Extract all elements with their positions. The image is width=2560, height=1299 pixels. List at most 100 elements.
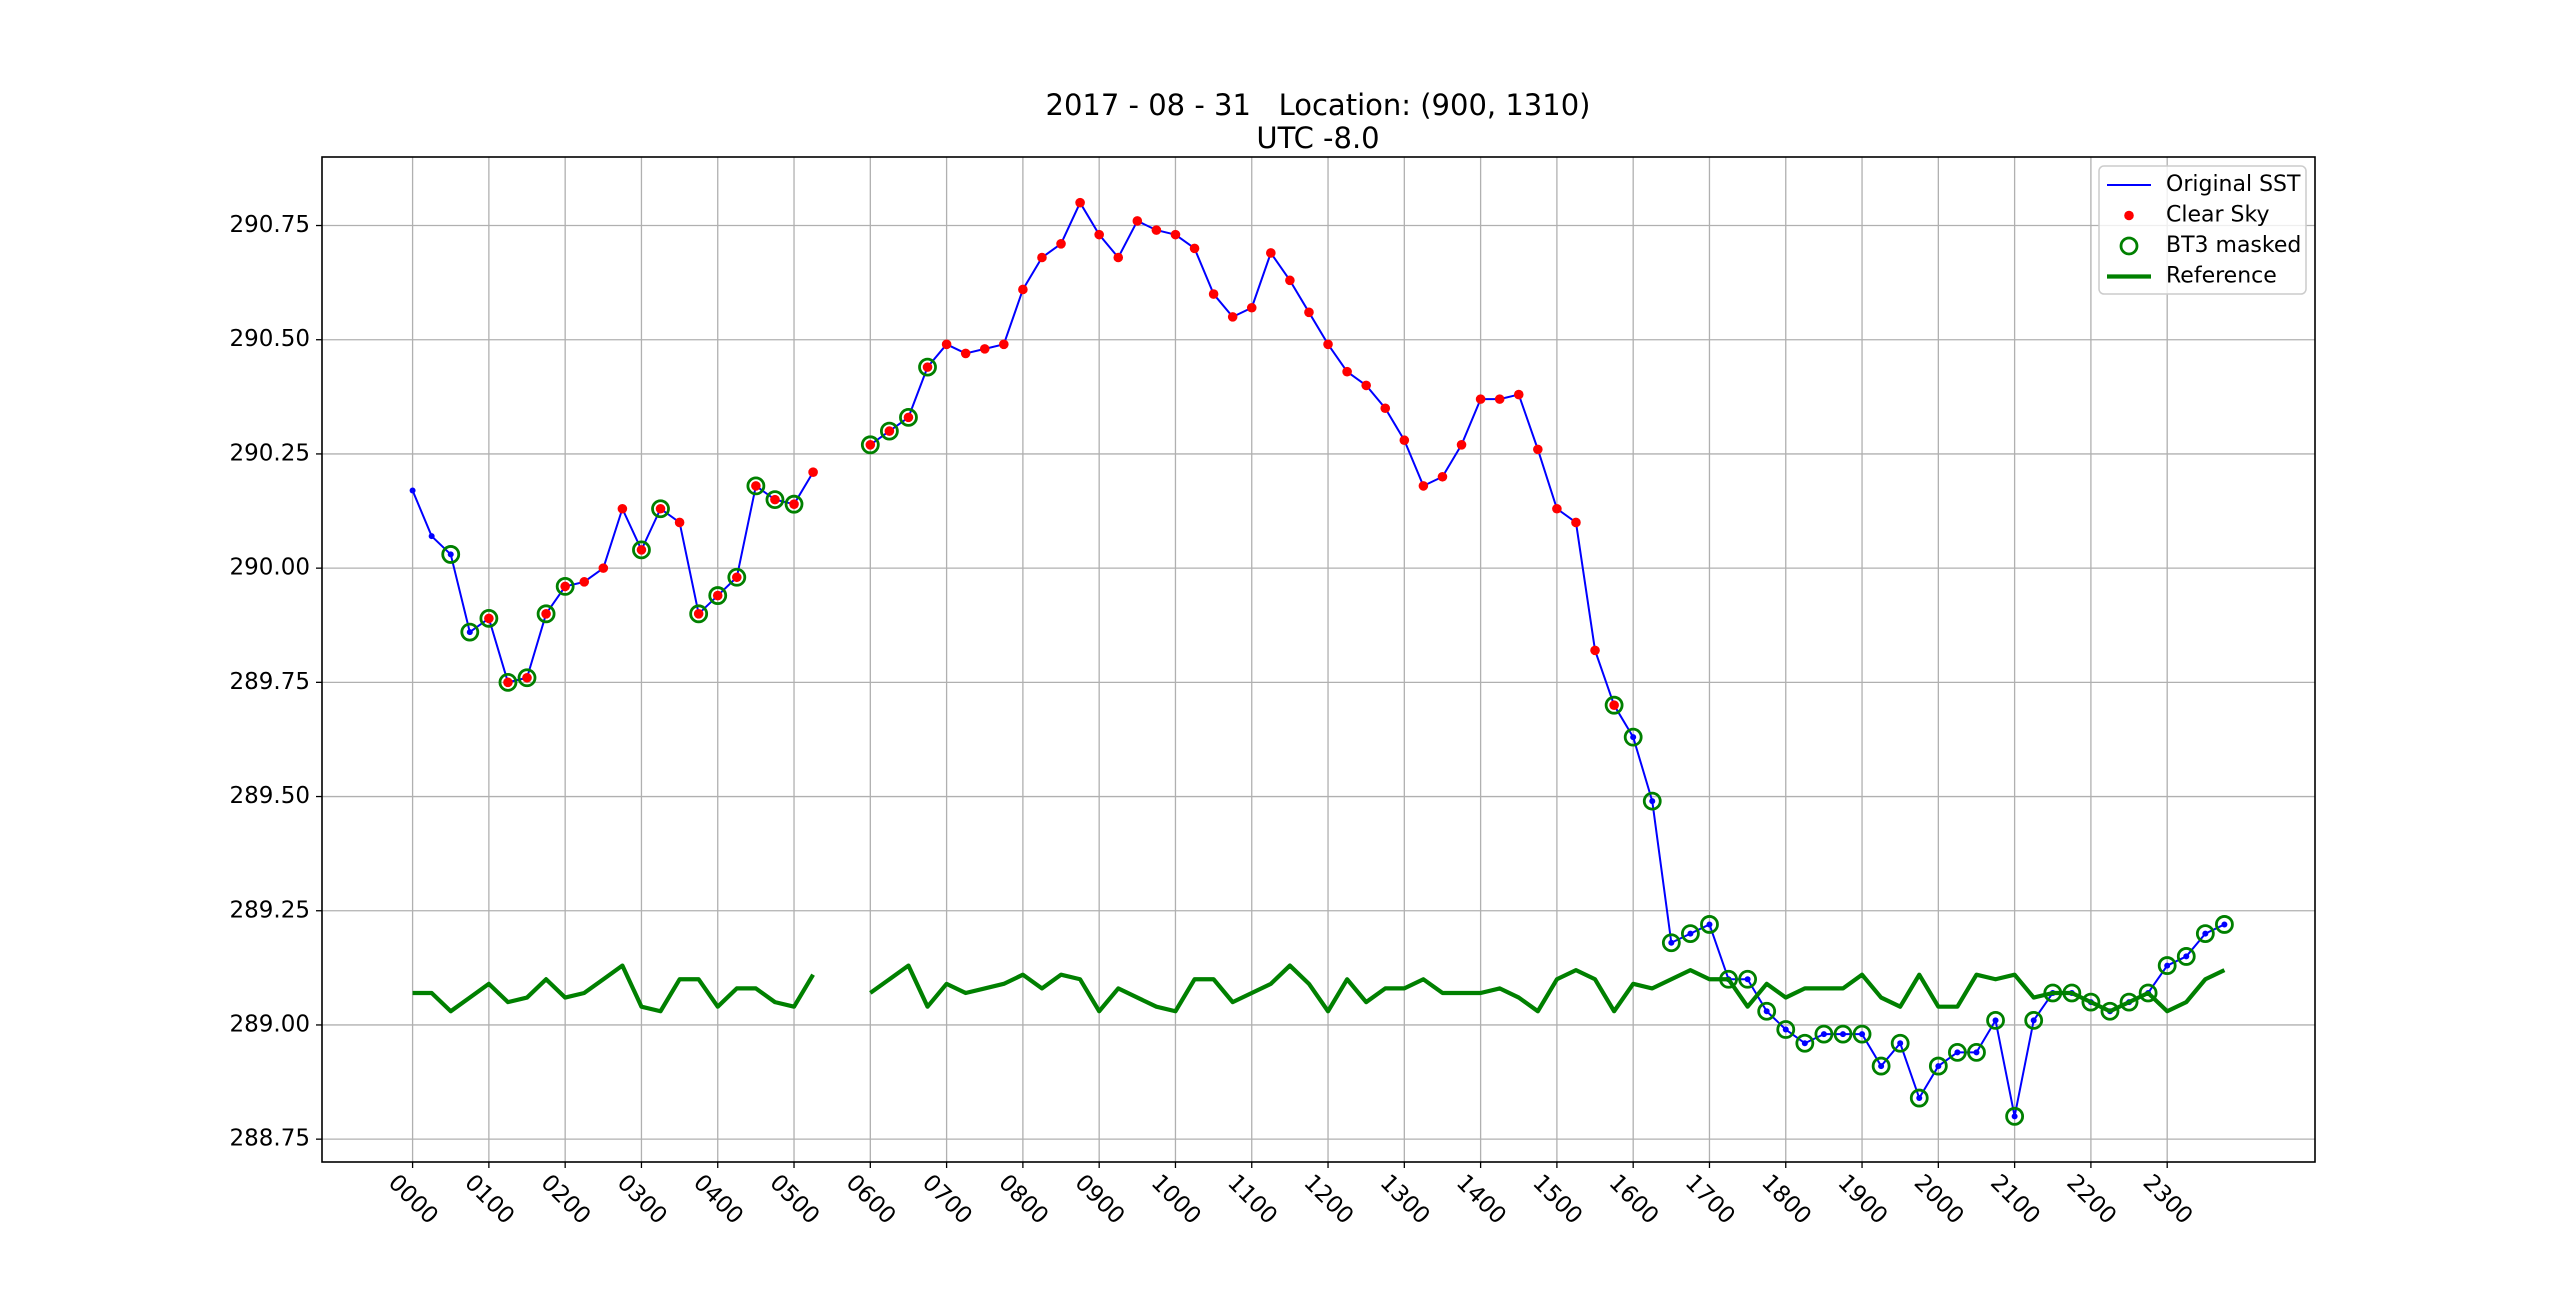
ring-marker xyxy=(689,604,709,624)
dot-marker xyxy=(1513,389,1524,400)
ring-marker xyxy=(2195,924,2215,943)
dot-marker xyxy=(1590,645,1600,656)
dot-marker xyxy=(1094,229,1104,240)
chart-subtitle: UTC -8.0 xyxy=(1256,121,1379,155)
ring-marker xyxy=(708,586,728,605)
ring-marker xyxy=(2157,956,2177,975)
dot-marker xyxy=(1037,252,1047,263)
line-vertex xyxy=(447,551,454,558)
dot-marker xyxy=(770,494,780,505)
x-tick-label: 0600 xyxy=(841,1170,901,1230)
x-tick-label: 1300 xyxy=(1375,1170,1435,1230)
line-vertex xyxy=(2183,953,2190,960)
ring-marker xyxy=(1642,791,1662,811)
x-tick-label: 1900 xyxy=(1833,1170,1893,1230)
legend-label: BT3 masked xyxy=(2166,233,2301,258)
line-vertex xyxy=(1954,1049,1961,1056)
dot-marker xyxy=(1208,289,1219,299)
ring-marker xyxy=(2119,236,2139,256)
ring-marker xyxy=(1604,695,1624,715)
dot-marker xyxy=(1418,481,1429,491)
dot-marker xyxy=(751,481,761,491)
dot-marker xyxy=(1456,439,1467,450)
chart-title: 2017 - 08 - 31 Location: (900, 1310) xyxy=(1046,88,1591,122)
legend-label: Original SST xyxy=(2166,172,2301,197)
dot-marker xyxy=(941,339,952,350)
dot-marker xyxy=(1494,394,1505,404)
x-tick-label: 0300 xyxy=(612,1170,672,1230)
line-vertex xyxy=(1839,1031,1846,1038)
ring-marker xyxy=(1871,1056,1891,1076)
x-tick-label: 1600 xyxy=(1604,1170,1664,1230)
dot-marker xyxy=(522,672,532,683)
ring-marker xyxy=(1680,924,1700,943)
ring-marker xyxy=(1948,1042,1967,1062)
dot-marker xyxy=(541,609,551,619)
ring-marker xyxy=(1738,969,1758,989)
dot-marker xyxy=(636,545,647,555)
series-line xyxy=(411,201,2225,1118)
dot-marker xyxy=(1151,225,1162,235)
dot-marker xyxy=(1056,238,1066,249)
x-tick-label: 0700 xyxy=(917,1170,977,1230)
ring-marker xyxy=(2100,1001,2120,1021)
dot-marker xyxy=(1246,302,1257,313)
dot-marker xyxy=(598,563,609,573)
ring-marker xyxy=(2081,992,2101,1012)
dot-marker xyxy=(1304,307,1314,318)
ring-marker xyxy=(746,476,766,496)
y-tick-label: 289.75 xyxy=(230,669,310,695)
line-vertex xyxy=(1878,1063,1885,1070)
y-tick-label: 289.50 xyxy=(230,783,310,809)
x-tick-label: 2200 xyxy=(2061,1170,2121,1230)
y-tick-label: 289.25 xyxy=(230,897,310,923)
dot-marker xyxy=(999,339,1009,350)
ring-marker xyxy=(2176,947,2196,966)
line-vertex xyxy=(1744,976,1751,983)
dot-marker xyxy=(865,439,876,450)
dot-marker xyxy=(1475,394,1486,404)
line-vertex xyxy=(1630,734,1637,741)
line-vertex xyxy=(1897,1040,1904,1047)
dot-marker xyxy=(1018,284,1028,295)
legend-label: Clear Sky xyxy=(2166,203,2269,228)
x-tick-label: 1200 xyxy=(1298,1170,1358,1230)
ring-marker xyxy=(784,494,804,514)
dot-marker xyxy=(1342,366,1352,377)
line-vertex xyxy=(466,629,473,636)
dot-marker xyxy=(960,348,971,359)
dot-marker xyxy=(655,503,666,514)
ring-marker xyxy=(1833,1024,1853,1044)
x-tick-label: 1000 xyxy=(1146,1170,1206,1230)
dot-marker xyxy=(1437,471,1448,482)
line-vertex xyxy=(409,487,416,494)
ring-marker xyxy=(1928,1056,1948,1076)
y-tick-label: 290.50 xyxy=(230,326,310,352)
x-tick-label: 2300 xyxy=(2138,1170,2198,1230)
dot-marker xyxy=(979,344,990,354)
x-tick-label: 2000 xyxy=(1909,1170,1969,1230)
dot-marker xyxy=(1571,517,1581,528)
line-vertex xyxy=(2164,962,2171,969)
dot-marker xyxy=(922,362,933,372)
ring-marker xyxy=(517,668,537,688)
line-vertex xyxy=(1801,1040,1808,1047)
ring-marker xyxy=(1967,1042,1986,1062)
y-tick-label: 290.25 xyxy=(230,440,310,466)
line-vertex xyxy=(2011,1113,2018,1120)
line-vertex xyxy=(428,533,435,540)
dot-marker xyxy=(1266,248,1276,258)
x-tick-label: 1400 xyxy=(1451,1170,1511,1230)
line-vertex xyxy=(1859,1031,1866,1038)
ring-marker xyxy=(1986,1010,2005,1030)
ring-marker xyxy=(536,604,556,624)
line-vertex xyxy=(1668,939,1675,946)
ring-marker xyxy=(2215,915,2234,934)
dot-marker xyxy=(1552,503,1562,514)
dot-marker xyxy=(1533,444,1543,455)
ring-marker xyxy=(441,545,461,564)
ring-marker xyxy=(498,672,518,692)
x-tick-label: 0500 xyxy=(764,1170,824,1230)
